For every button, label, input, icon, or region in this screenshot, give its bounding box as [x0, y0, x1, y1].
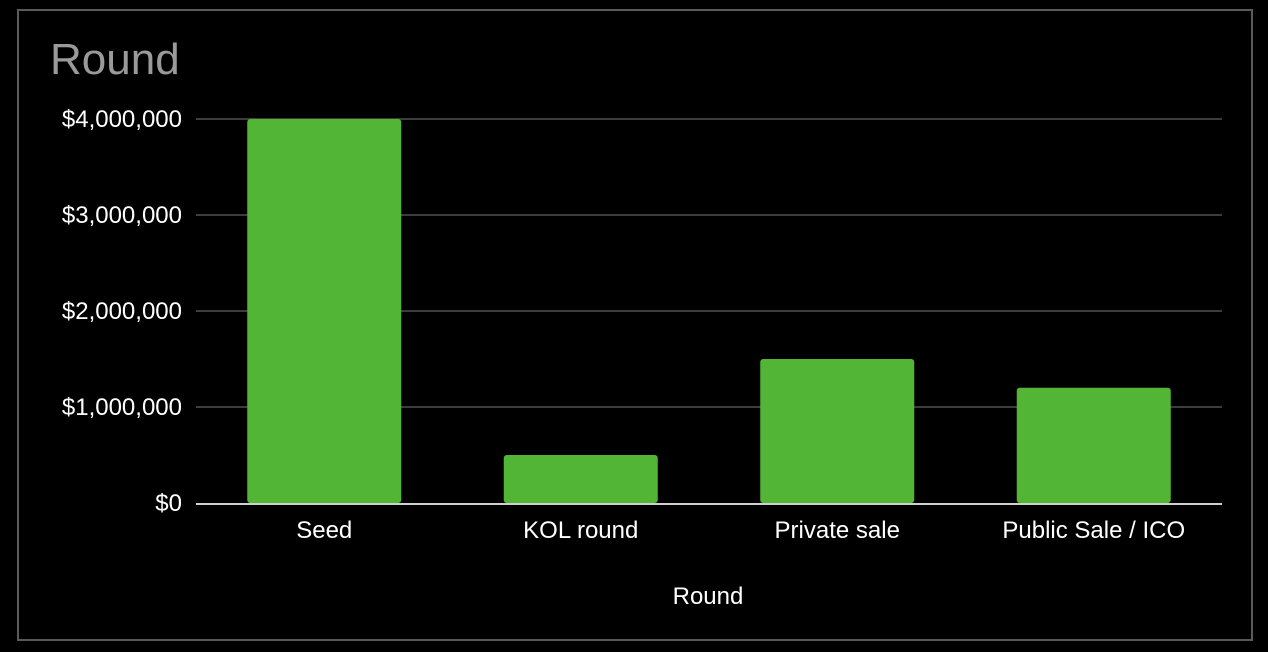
x-tick-label: Public Sale / ICO	[1002, 517, 1185, 544]
x-tick-label: Private sale	[775, 517, 900, 544]
x-axis-title: Round	[673, 583, 744, 610]
bars	[247, 119, 1171, 503]
x-tick-label: Seed	[296, 517, 352, 544]
bar	[247, 119, 402, 503]
y-tick-label: $3,000,000	[62, 202, 182, 229]
chart-title: Round	[50, 35, 180, 84]
bar	[503, 455, 658, 503]
y-tick-label: $0	[155, 490, 182, 517]
x-axis-tick-labels: Seed KOL round Private sale Public Sale / I…	[296, 517, 1185, 544]
chart-frame	[17, 9, 1253, 641]
bar	[1016, 387, 1171, 503]
y-axis-tick-labels: $0 $1,000,000 $2,000,000 $3,000,000 $4,000,0…	[62, 106, 182, 517]
bar	[760, 359, 915, 503]
y-tick-label: $4,000,000	[62, 106, 182, 133]
y-tick-label: $1,000,000	[62, 394, 182, 421]
y-tick-label: $2,000,000	[62, 298, 182, 325]
x-tick-label: KOL round	[523, 517, 638, 544]
